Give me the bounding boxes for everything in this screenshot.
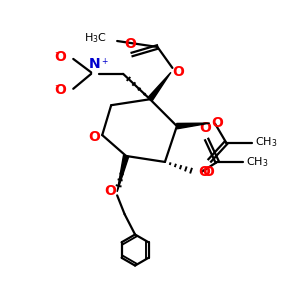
Text: O: O [88, 130, 100, 144]
Polygon shape [177, 123, 210, 129]
Text: O: O [198, 165, 210, 179]
Text: O: O [105, 184, 116, 198]
Text: O: O [199, 121, 211, 135]
Text: $^-$: $^-$ [53, 83, 62, 93]
Text: O: O [124, 37, 136, 51]
Polygon shape [148, 72, 171, 101]
Text: CH$_3$: CH$_3$ [254, 136, 277, 149]
Text: O: O [202, 165, 214, 179]
Text: N: N [89, 57, 100, 71]
Text: CH$_3$: CH$_3$ [246, 155, 268, 169]
Text: $^-$: $^-$ [53, 50, 62, 60]
Text: $^+$: $^+$ [100, 57, 110, 67]
Text: O: O [172, 65, 184, 79]
Text: O: O [55, 83, 66, 97]
Text: O: O [55, 50, 66, 64]
Polygon shape [117, 155, 129, 192]
Text: H$_3$C: H$_3$C [84, 31, 107, 45]
Text: O: O [211, 116, 223, 130]
